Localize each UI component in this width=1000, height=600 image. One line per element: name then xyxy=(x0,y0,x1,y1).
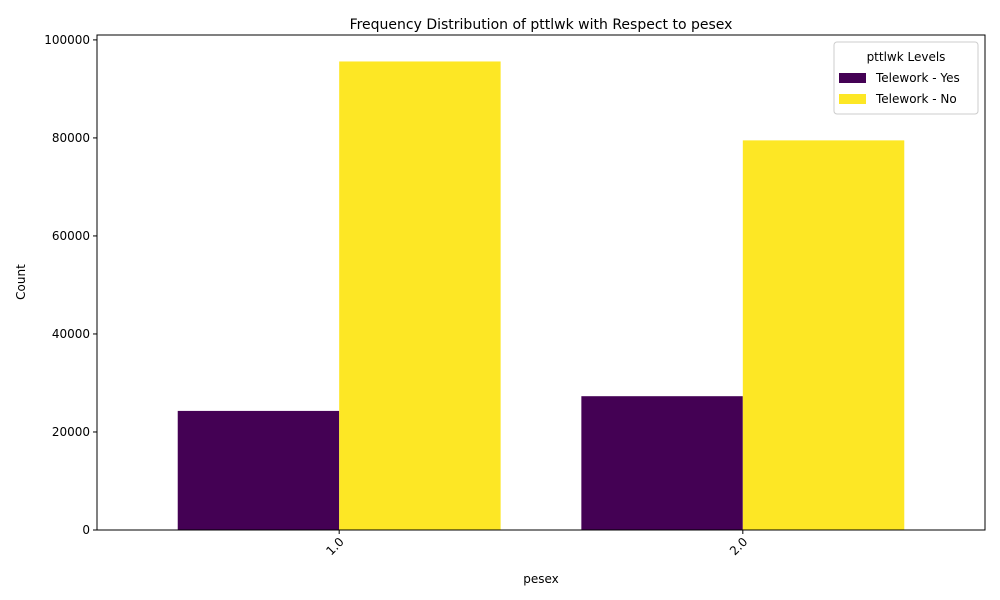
y-tick-label-4: 80000 xyxy=(52,131,90,145)
y-tick-label-2: 40000 xyxy=(52,327,90,341)
x-tick-label-1: 2.0 xyxy=(727,535,750,558)
legend-label-2: Telework - No xyxy=(875,92,957,106)
y-tick-label-5: 100000 xyxy=(44,33,90,47)
y-tick-label-0: 0 xyxy=(82,523,90,537)
x-axis: 1.0 2.0 xyxy=(323,530,750,558)
bar-2-1 xyxy=(339,61,501,530)
legend-swatch-2 xyxy=(839,94,866,104)
plot-frame xyxy=(96,34,986,531)
legend-title: pttlwk Levels xyxy=(867,50,946,64)
y-tick-label-3: 60000 xyxy=(52,229,90,243)
legend-items: Telework - Yes Telework - No xyxy=(839,71,960,106)
x-axis-label: pesex xyxy=(523,572,559,586)
bar-2-2 xyxy=(742,140,905,530)
legend: pttlwk Levels Telework - Yes Telework - N… xyxy=(833,41,979,115)
bar-1-2 xyxy=(581,396,743,530)
legend-swatch-1 xyxy=(839,73,866,83)
y-axis-label: Count xyxy=(14,264,28,300)
y-axis: 0 20000 40000 60000 80000 100000 xyxy=(44,33,97,537)
legend-label-1: Telework - Yes xyxy=(875,71,960,85)
y-tick-label-1: 20000 xyxy=(52,425,90,439)
bar-1-1 xyxy=(177,410,340,530)
chart-title: Frequency Distribution of pttlwk with Re… xyxy=(350,17,733,33)
x-tick-label-0: 1.0 xyxy=(323,535,346,558)
bars-group xyxy=(177,61,905,530)
legend-box xyxy=(833,41,979,115)
